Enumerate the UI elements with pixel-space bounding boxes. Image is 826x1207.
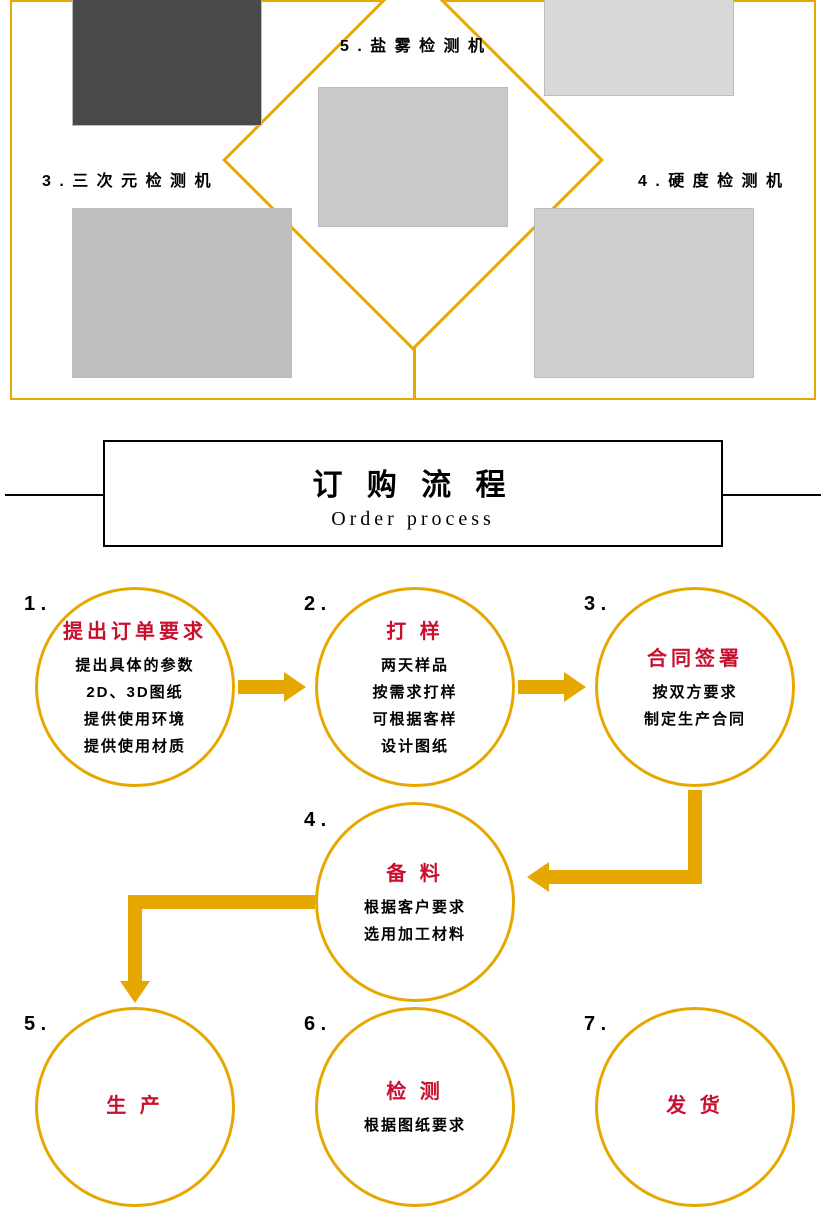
header-rule-right <box>721 494 821 496</box>
equipment-label-4: 4 . 硬 度 检 测 机 <box>638 167 784 191</box>
step-num-1: 1 . <box>24 593 46 616</box>
equipment-image-center <box>318 87 508 227</box>
header-rule-left <box>5 494 105 496</box>
step-num-2: 2 . <box>304 593 326 616</box>
step-num-3: 3 . <box>584 593 606 616</box>
arrowhead-icon <box>284 672 306 702</box>
step-5-title: 生 产 <box>106 1089 164 1118</box>
step-4: 备 料 根据客户要求 选用加工材料 <box>315 802 515 1002</box>
step-num-7: 7 . <box>584 1013 606 1036</box>
step-num-6: 6 . <box>304 1013 326 1036</box>
equipment-label-5: 5 . 盐 雾 检 测 机 <box>340 32 486 56</box>
step-1-line-2: 提供使用环境 <box>84 706 186 733</box>
step-1-line-1: 2D、3D图纸 <box>86 679 183 706</box>
equipment-label-3: 3 . 三 次 元 检 测 机 <box>42 167 212 191</box>
step-num-5: 5 . <box>24 1013 46 1036</box>
section-header: 订 购 流 程 Order process <box>103 440 723 547</box>
step-2-line-0: 两天样品 <box>381 652 449 679</box>
equipment-image-top-right <box>544 0 734 96</box>
arrow-4-5a <box>128 895 315 909</box>
arrowhead-icon <box>564 672 586 702</box>
section-title-en: Order process <box>105 508 721 531</box>
arrow-1-2 <box>238 680 288 694</box>
step-1: 提出订单要求 提出具体的参数 2D、3D图纸 提供使用环境 提供使用材质 <box>35 587 235 787</box>
step-5: 生 产 <box>35 1007 235 1207</box>
step-4-line-0: 根据客户要求 <box>364 894 466 921</box>
step-2-title: 打 样 <box>386 615 444 644</box>
order-flowchart: 1 . 提出订单要求 提出具体的参数 2D、3D图纸 提供使用环境 提供使用材质… <box>0 577 826 1117</box>
step-4-line-1: 选用加工材料 <box>364 921 466 948</box>
arrow-4-5b <box>128 895 142 985</box>
equipment-image-bottom-left <box>72 208 292 378</box>
step-7: 发 货 <box>595 1007 795 1207</box>
equipment-image-bottom-right <box>534 208 754 378</box>
step-3-line-1: 制定生产合同 <box>644 706 746 733</box>
step-2-line-3: 设计图纸 <box>381 733 449 760</box>
step-6: 检 测 根据图纸要求 <box>315 1007 515 1207</box>
step-3-title: 合同签署 <box>647 642 743 671</box>
arrow-2-3 <box>518 680 568 694</box>
step-4-title: 备 料 <box>386 857 444 886</box>
step-7-title: 发 货 <box>666 1089 724 1118</box>
step-2: 打 样 两天样品 按需求打样 可根据客样 设计图纸 <box>315 587 515 787</box>
section-title-cn: 订 购 流 程 <box>105 460 721 504</box>
step-6-line-0: 根据图纸要求 <box>364 1112 466 1139</box>
step-2-line-2: 可根据客样 <box>372 706 457 733</box>
equipment-section: 5 . 盐 雾 检 测 机 3 . 三 次 元 检 测 机 4 . 硬 度 检 … <box>10 0 816 400</box>
step-3-line-0: 按双方要求 <box>652 679 737 706</box>
equipment-image-top-left <box>72 0 262 126</box>
step-1-line-3: 提供使用材质 <box>84 733 186 760</box>
arrowhead-icon <box>120 981 150 1003</box>
step-6-title: 检 测 <box>386 1075 444 1104</box>
step-3: 合同签署 按双方要求 制定生产合同 <box>595 587 795 787</box>
arrow-3-4b <box>545 870 702 884</box>
arrow-3-4a <box>688 790 702 870</box>
step-1-line-0: 提出具体的参数 <box>75 652 194 679</box>
step-1-title: 提出订单要求 <box>63 615 207 644</box>
step-2-line-1: 按需求打样 <box>372 679 457 706</box>
step-num-4: 4 . <box>304 809 326 832</box>
arrowhead-icon <box>527 862 549 892</box>
